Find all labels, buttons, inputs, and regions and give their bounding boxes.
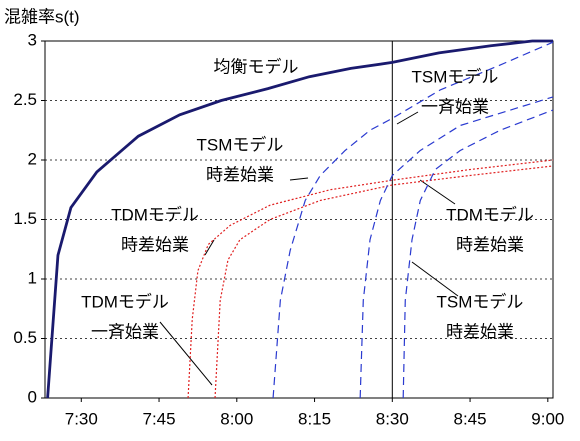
annotation: 時差始業 — [446, 322, 514, 341]
annotation: TDMモデル — [81, 291, 169, 311]
annotation: TSMモデル — [437, 291, 524, 311]
series-line — [272, 41, 554, 399]
annotation: TDMモデル — [111, 204, 199, 224]
series-line — [46, 39, 553, 399]
annotation: 時差始業 — [456, 235, 524, 254]
annotation: TSMモデル — [412, 66, 499, 86]
x-tick-label: 8:00 — [220, 409, 253, 428]
x-tick-label: 8:30 — [376, 409, 409, 428]
annotation: 時差始業 — [206, 165, 274, 184]
x-tick-label: 7:30 — [65, 409, 98, 428]
series-line — [187, 159, 554, 399]
x-tick-label: 8:45 — [454, 409, 487, 428]
leader-line — [419, 179, 456, 205]
annotation: 時差始業 — [121, 235, 189, 254]
leader-line — [289, 177, 309, 181]
annotation: 一斉始業 — [91, 322, 159, 341]
annotation: 一斉始業 — [421, 97, 489, 116]
plot-frame — [44, 40, 554, 399]
series-line — [359, 96, 554, 399]
y-tick-label: 0 — [28, 387, 37, 406]
leader-line — [204, 239, 215, 256]
x-tick-label: 8:15 — [298, 409, 331, 428]
y-tick-label: 1.5 — [13, 209, 37, 228]
y-tick-label: 1 — [28, 268, 37, 287]
annotation: 均衡モデル — [214, 56, 299, 76]
x-tick-label: 9:00 — [531, 409, 564, 428]
annotation: TSMモデル — [197, 134, 284, 154]
leader-line — [159, 321, 213, 386]
leader-line — [396, 111, 419, 125]
series-line — [214, 165, 554, 399]
y-axis-label: 混雑率s(t) — [4, 7, 80, 26]
annotation: TDMモデル — [446, 204, 534, 224]
x-tick-label: 7:45 — [142, 409, 175, 428]
series-line — [402, 109, 554, 399]
y-tick-label: 2.5 — [13, 90, 37, 109]
y-tick-label: 3 — [28, 30, 37, 49]
y-tick-label: 0.5 — [13, 328, 37, 347]
y-tick-label: 2 — [28, 149, 37, 168]
